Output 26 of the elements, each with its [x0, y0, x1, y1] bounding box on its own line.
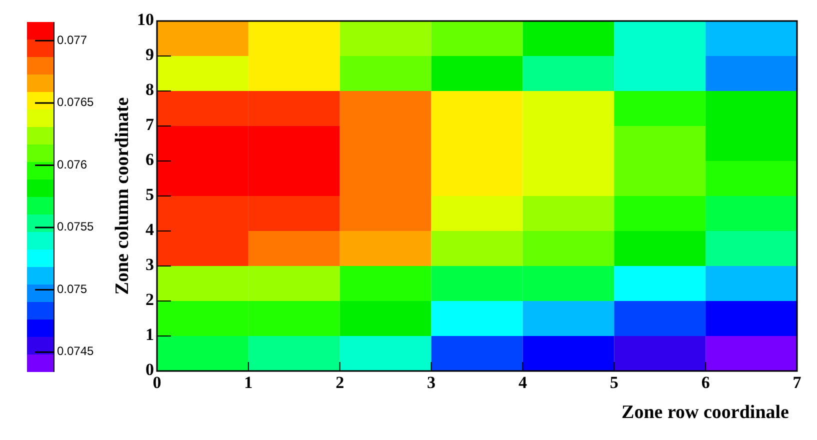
y-tick-label: 6 — [146, 150, 154, 169]
color-bar-label: 0.076 — [57, 157, 88, 172]
y-tick-label: 4 — [146, 220, 154, 239]
x-tick-label: 1 — [244, 373, 253, 392]
y-axis-title: Zone column coordinate — [112, 97, 133, 295]
x-tick-label: 4 — [518, 373, 528, 392]
color-bar-label: 0.0755 — [57, 220, 94, 234]
x-tick-label: 3 — [427, 373, 436, 392]
x-tick-label: 5 — [610, 373, 618, 392]
color-bar-label: 0.075 — [57, 282, 88, 296]
color-bar-label: 0.077 — [57, 32, 88, 47]
x-tick-label: 7 — [792, 373, 802, 392]
y-tick-label: 5 — [146, 184, 154, 204]
y-tick-label: 2 — [146, 290, 154, 309]
y-tick-label: 8 — [146, 80, 154, 99]
y-tick-label: 1 — [146, 324, 154, 344]
x-tick-label: 6 — [701, 373, 710, 392]
x-tick-label: 2 — [336, 373, 344, 392]
color-bar-label: 0.0765 — [57, 95, 94, 110]
x-axis-title: Zone row coordinale — [622, 402, 789, 423]
y-tick-label: 3 — [146, 254, 154, 274]
y-tick-label: 7 — [146, 114, 154, 134]
y-tick-label: 9 — [146, 44, 154, 64]
y-tick-label: 0 — [146, 360, 154, 379]
color-bar-label: 0.0745 — [57, 344, 94, 358]
y-tick-label: 10 — [137, 10, 154, 29]
